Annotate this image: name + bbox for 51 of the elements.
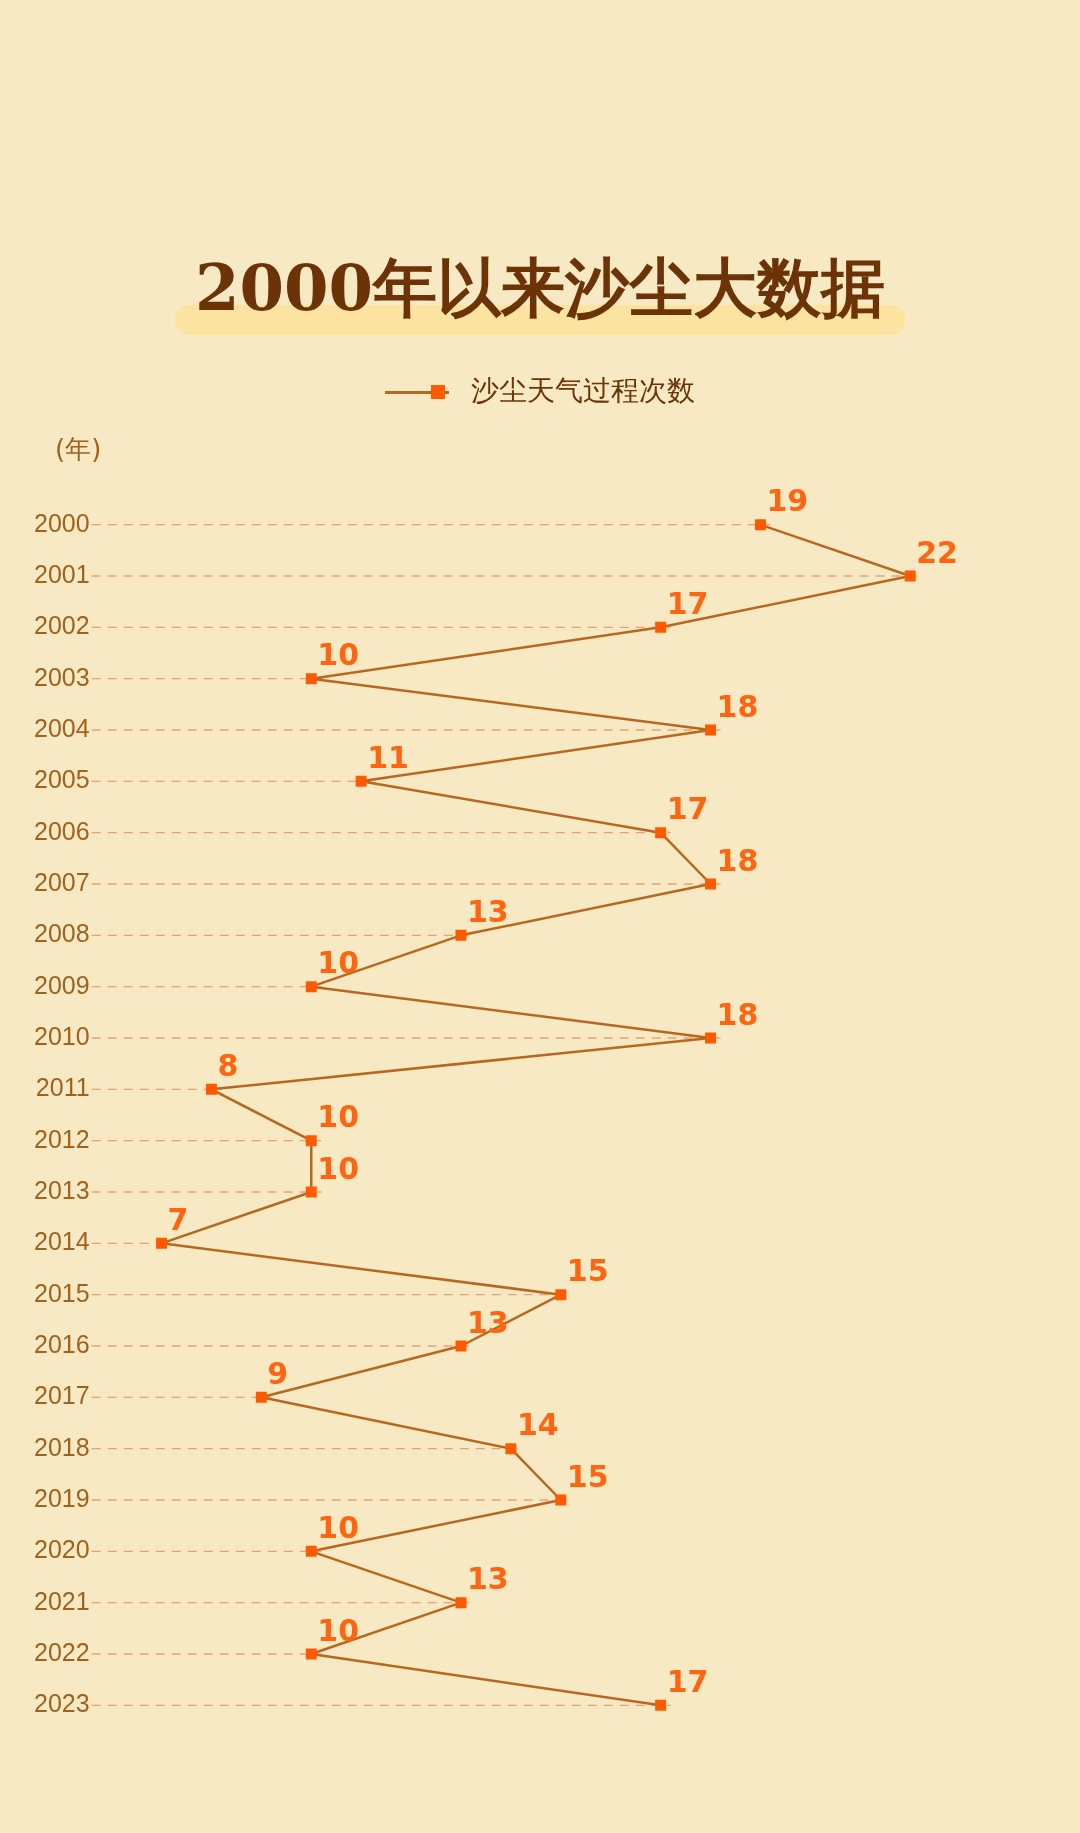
data-label: 18 bbox=[716, 996, 759, 1032]
y-tick-label: 2005 bbox=[33, 765, 90, 794]
y-tick-label: 2003 bbox=[33, 662, 90, 691]
y-tick-label: 2022 bbox=[33, 1637, 90, 1666]
data-label: 14 bbox=[516, 1407, 559, 1443]
data-label: 22 bbox=[916, 534, 958, 570]
y-tick-label: 2008 bbox=[33, 919, 90, 948]
chart-title: 2000年以来沙尘大数据 bbox=[193, 249, 887, 327]
data-label: 13 bbox=[466, 1561, 509, 1597]
data-label: 7 bbox=[167, 1202, 189, 1238]
data-label: 10 bbox=[317, 637, 360, 673]
data-label: 9 bbox=[267, 1356, 289, 1392]
y-tick-label: 2019 bbox=[33, 1483, 90, 1512]
y-tick-label: 2013 bbox=[33, 1175, 90, 1204]
data-label: 13 bbox=[466, 894, 509, 930]
y-tick-label: 2001 bbox=[33, 559, 90, 588]
data-label: 17 bbox=[666, 586, 709, 622]
data-label: 13 bbox=[466, 1304, 509, 1340]
data-label: 15 bbox=[566, 1253, 609, 1289]
y-tick-label: 2012 bbox=[33, 1124, 90, 1153]
y-tick-label: 2018 bbox=[33, 1432, 90, 1461]
y-tick-label: 2023 bbox=[33, 1689, 90, 1718]
data-label: 18 bbox=[716, 842, 759, 878]
y-tick-label: 2006 bbox=[33, 816, 90, 845]
y-tick-label: 2004 bbox=[33, 713, 90, 742]
y-tick-label: 2011 bbox=[35, 1073, 90, 1102]
data-label: 8 bbox=[217, 1048, 239, 1084]
y-tick-label: 2017 bbox=[33, 1381, 90, 1410]
data-label: 18 bbox=[716, 688, 759, 724]
data-label: 10 bbox=[317, 1612, 360, 1648]
y-tick-label: 2002 bbox=[33, 611, 90, 640]
y-tick-label: 2000 bbox=[33, 508, 90, 537]
y-tick-label: 2009 bbox=[33, 970, 90, 999]
data-label: 17 bbox=[666, 1664, 709, 1700]
y-tick-label: 2007 bbox=[33, 867, 90, 896]
data-label: 19 bbox=[766, 483, 809, 519]
data-label: 10 bbox=[317, 945, 360, 981]
y-tick-label: 2020 bbox=[33, 1535, 90, 1564]
y-tick-label: 2014 bbox=[33, 1227, 90, 1256]
data-label: 15 bbox=[566, 1458, 609, 1494]
y-tick-label: 2015 bbox=[33, 1278, 90, 1307]
data-label: 10 bbox=[317, 1099, 360, 1135]
y-axis-title: (年) bbox=[55, 433, 102, 466]
data-label: 10 bbox=[317, 1150, 360, 1186]
legend-label: 沙尘天气过程次数 bbox=[471, 374, 695, 407]
y-tick-label: 2016 bbox=[33, 1329, 90, 1358]
y-tick-label: 2021 bbox=[33, 1586, 90, 1615]
data-label: 11 bbox=[367, 740, 409, 776]
data-label: 10 bbox=[317, 1510, 360, 1546]
data-label: 17 bbox=[666, 791, 709, 827]
y-tick-label: 2010 bbox=[33, 1021, 90, 1050]
